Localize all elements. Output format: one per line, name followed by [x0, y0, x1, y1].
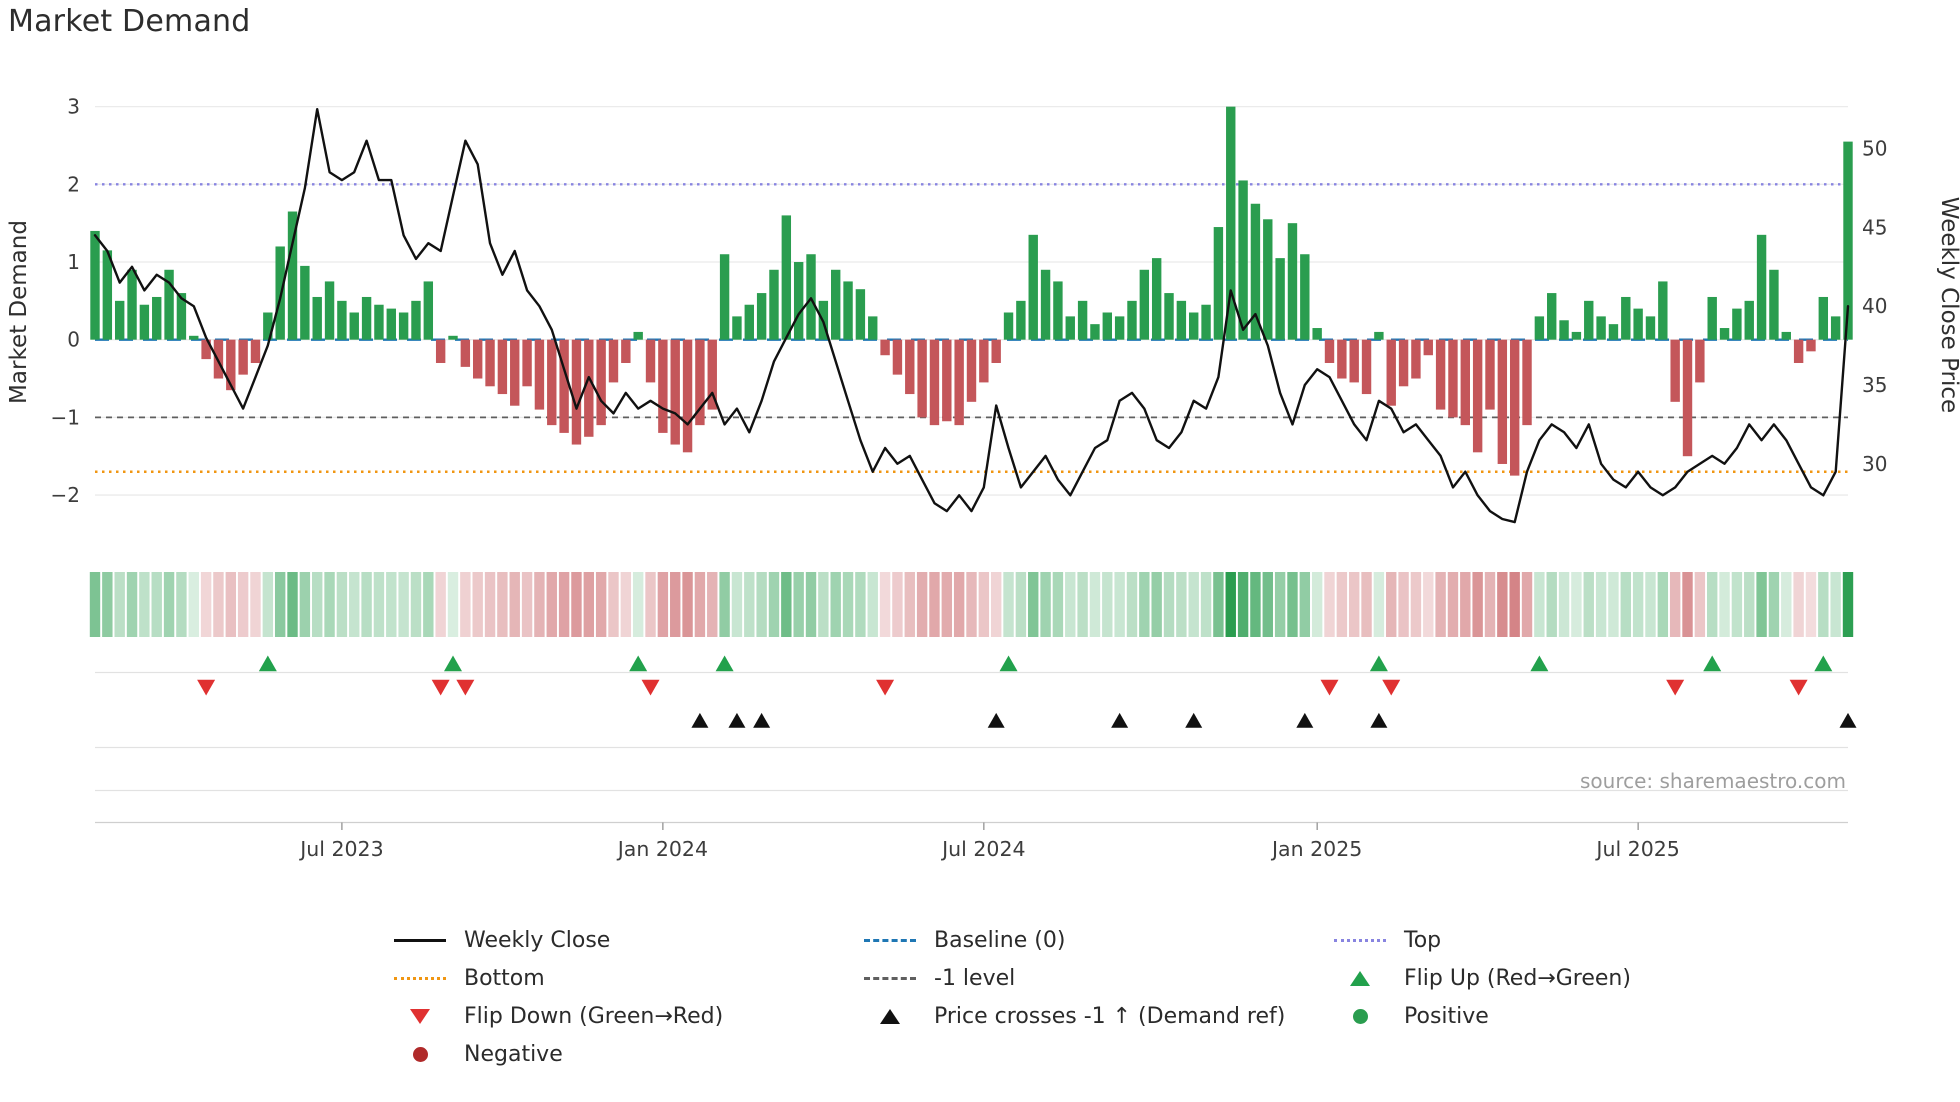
weekly-close-line: [93, 107, 1850, 524]
legend-label: Bottom: [464, 965, 545, 991]
legend-label: -1 level: [934, 965, 1016, 991]
legend-item-price-crosses: Price crosses -1 ↑ (Demand ref): [862, 997, 1332, 1035]
positive-dot-icon: [1332, 1008, 1388, 1024]
minus1-line-sample: [862, 976, 918, 980]
svg-text:45: 45: [1862, 215, 1887, 239]
top-line-sample: [1332, 938, 1388, 942]
source-text: source: sharemaestro.com: [1580, 769, 1846, 793]
legend-label: Flip Up (Red→Green): [1404, 965, 1631, 991]
legend-label: Flip Down (Green→Red): [464, 1003, 724, 1029]
bottom-line-sample: [392, 976, 448, 980]
right-axis-title: Weekly Close Price: [1936, 197, 1960, 413]
weekly-close-line-sample: [392, 938, 448, 942]
svg-text:Jul 2023: Jul 2023: [298, 837, 383, 861]
legend: Weekly Close Baseline (0) Top Bottom -1 …: [392, 921, 1802, 1073]
legend-label: Negative: [464, 1041, 563, 1067]
svg-text:−2: −2: [51, 483, 80, 507]
legend-label: Price crosses -1 ↑ (Demand ref): [934, 1003, 1286, 1029]
axis-tick-labels: 3 2 1 0 −1 −2 50 45 40 35 30 Jul 2023 Jan 2024 Jul 20…: [51, 95, 1888, 861]
flip-down-triangle-icon: [392, 1008, 448, 1024]
baseline-line-sample: [862, 938, 918, 942]
svg-text:0: 0: [67, 328, 80, 352]
legend-item-weekly-close: Weekly Close: [392, 921, 862, 959]
svg-text:3: 3: [67, 95, 80, 119]
legend-item-negative: Negative: [392, 1035, 862, 1073]
svg-text:Jul 2025: Jul 2025: [1594, 837, 1679, 861]
legend-item-minus1-level: -1 level: [862, 959, 1332, 997]
svg-text:50: 50: [1862, 137, 1887, 161]
negative-dot-icon: [392, 1046, 448, 1062]
svg-text:2: 2: [67, 172, 80, 196]
svg-text:35: 35: [1862, 373, 1887, 397]
price-cross-triangle-icon: [862, 1008, 918, 1024]
legend-label: Baseline (0): [934, 927, 1066, 953]
legend-item-top: Top: [1332, 921, 1802, 959]
left-axis-title: Market Demand: [6, 220, 32, 404]
svg-text:Jan 2025: Jan 2025: [1270, 837, 1362, 861]
legend-label: Positive: [1404, 1003, 1489, 1029]
demand-heatmap-strip: [89, 572, 1854, 637]
flip-up-triangle-icon: [1332, 970, 1388, 986]
legend-item-bottom: Bottom: [392, 959, 862, 997]
svg-text:1: 1: [67, 250, 80, 274]
svg-text:30: 30: [1862, 452, 1887, 476]
legend-label: Top: [1404, 927, 1442, 953]
demand-bars: [90, 106, 1853, 476]
legend-item-positive: Positive: [1332, 997, 1802, 1035]
legend-item-flip-down: Flip Down (Green→Red): [392, 997, 862, 1035]
svg-text:Jan 2024: Jan 2024: [616, 837, 708, 861]
svg-text:−1: −1: [51, 405, 80, 429]
legend-item-baseline: Baseline (0): [862, 921, 1332, 959]
legend-item-flip-up: Flip Up (Red→Green): [1332, 959, 1802, 997]
svg-text:40: 40: [1862, 294, 1887, 318]
page-title: Market Demand: [8, 4, 251, 39]
gridlines: [95, 106, 1848, 824]
legend-label: Weekly Close: [464, 927, 611, 953]
svg-text:Jul 2024: Jul 2024: [940, 837, 1025, 861]
event-markers: [197, 655, 1857, 728]
market-demand-chart: 3 2 1 0 −1 −2 50 45 40 35 30 Jul 2023 Jan 2024 Jul 20…: [6, 95, 1960, 861]
